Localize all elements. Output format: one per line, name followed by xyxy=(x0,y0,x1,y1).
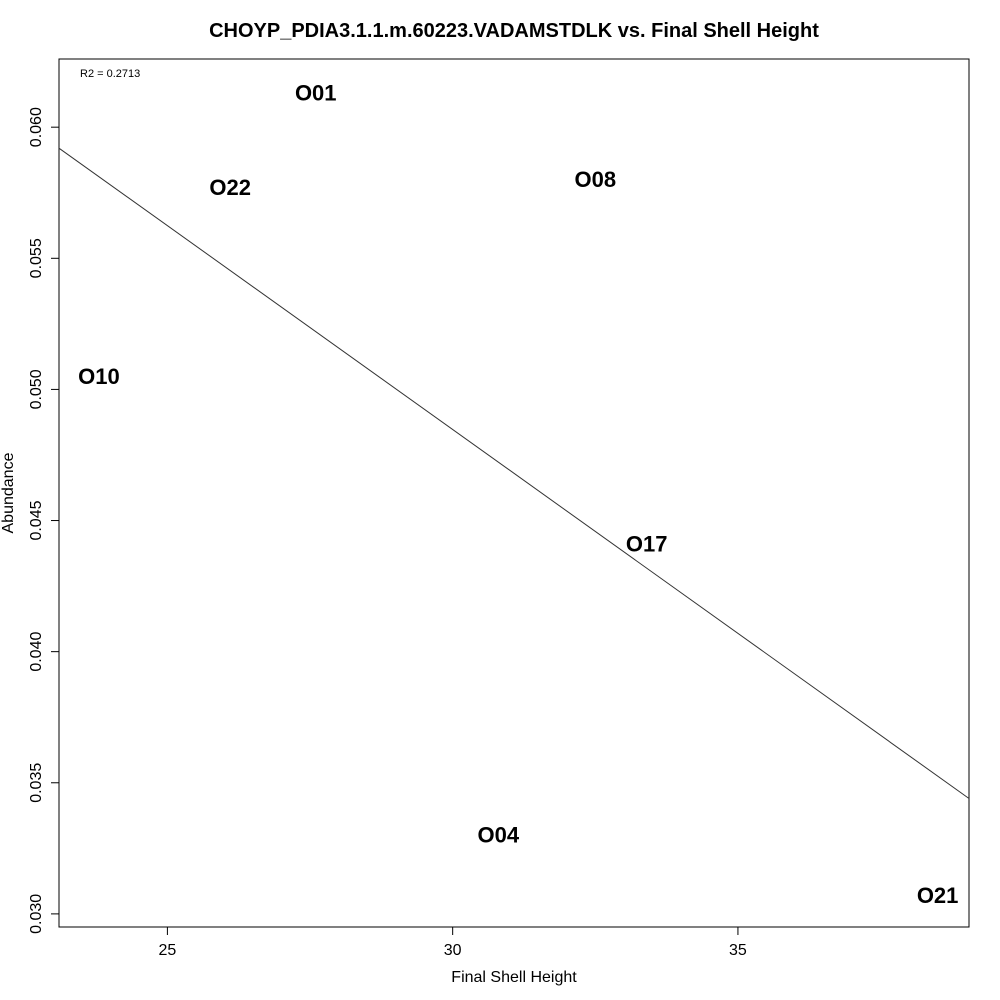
regression-line xyxy=(58,147,970,799)
point-label-o22: O22 xyxy=(209,175,251,200)
y-tick-label: 0.050 xyxy=(28,369,45,409)
y-tick-label: 0.055 xyxy=(28,238,45,278)
point-label-o04: O04 xyxy=(478,823,520,848)
x-axis: 25 30 35 xyxy=(159,927,747,959)
plot-frame xyxy=(58,58,970,928)
point-label-o17: O17 xyxy=(626,532,668,557)
y-axis-label: Abundance xyxy=(0,452,17,533)
y-tick-label: 0.045 xyxy=(28,500,45,540)
y-tick-label: 0.040 xyxy=(28,632,45,672)
x-tick-label: 30 xyxy=(444,942,462,959)
point-label-o10: O10 xyxy=(78,364,120,389)
point-label-o21: O21 xyxy=(917,883,959,908)
y-tick-label: 0.035 xyxy=(28,763,45,803)
point-label-o01: O01 xyxy=(295,81,337,106)
chart-title: CHOYP_PDIA3.1.1.m.60223.VADAMSTDLK vs. F… xyxy=(209,20,819,42)
r2-annotation: R2 = 0.2713 xyxy=(80,68,140,80)
x-tick-label: 25 xyxy=(159,942,177,959)
point-label-o08: O08 xyxy=(575,167,617,192)
data-points: O01 O22 O08 O10 O17 O04 O21 xyxy=(78,81,958,908)
y-axis: 0.030 0.035 0.040 0.045 0.050 0.055 0.060 xyxy=(28,107,59,934)
x-tick-label: 35 xyxy=(729,942,747,959)
x-axis-label: Final Shell Height xyxy=(451,969,577,986)
y-tick-label: 0.060 xyxy=(28,107,45,147)
y-tick-label: 0.030 xyxy=(28,894,45,934)
